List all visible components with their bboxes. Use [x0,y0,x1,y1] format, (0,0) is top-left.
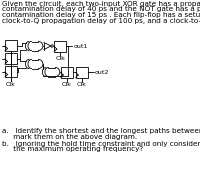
Text: out2: out2 [95,69,109,75]
Text: out1: out1 [73,44,88,48]
Text: the maximum operating frequency?: the maximum operating frequency? [2,147,143,152]
Text: b.   Ignoring the hold time constraint and only considering the setup time const: b. Ignoring the hold time constraint and… [2,141,200,147]
Bar [54,40,66,51]
Bar [76,66,88,78]
Text: mark them on the above diagram.: mark them on the above diagram. [2,134,137,140]
Text: Clk: Clk [77,82,87,87]
Text: contamination delay of 15 ps . Each flip-flop has a setup time of 80 ps, a hold : contamination delay of 15 ps . Each flip… [2,12,200,18]
Bar [5,66,17,77]
Text: contamination delay of 40 ps and the NOT gate has a propagation delay of 30 ps a: contamination delay of 40 ps and the NOT… [2,6,200,12]
Text: Clk: Clk [62,82,72,87]
Bar [61,66,73,78]
Text: Clk: Clk [55,57,65,62]
Text: Given the circuit, each two-input XOR gate has a propagation delay of 80 ps and : Given the circuit, each two-input XOR ga… [2,1,200,7]
Bar [5,53,17,64]
Text: clock-to-Q propagation delay of 100 ps, and a clock-to-Q contamination delay of : clock-to-Q propagation delay of 100 ps, … [2,17,200,24]
Text: a.   Identify the shortest and the longest paths between two sequential logic un: a. Identify the shortest and the longest… [2,128,200,134]
Bar [5,40,17,51]
Text: Clk: Clk [6,82,16,87]
